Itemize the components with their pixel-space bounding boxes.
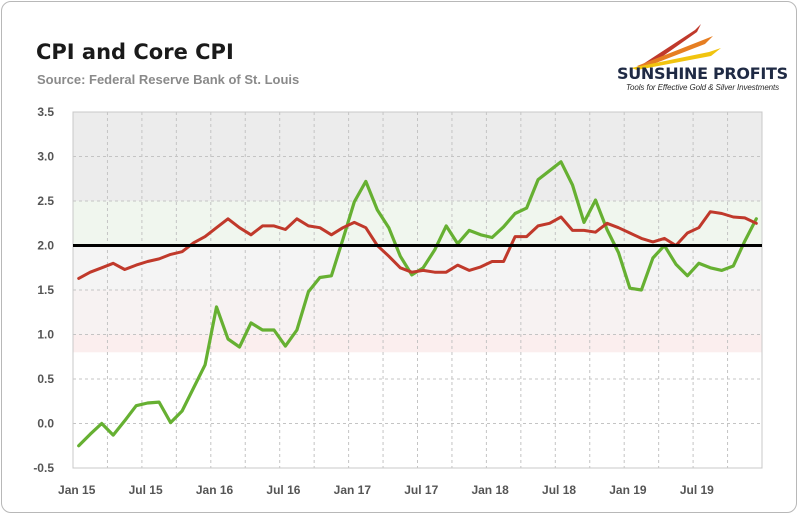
plot-area-border bbox=[72, 111, 763, 469]
logo-tagline: Tools for Effective Gold & Silver Invest… bbox=[626, 83, 780, 92]
y-tick-label: 3.5 bbox=[37, 105, 54, 119]
y-tick-label: 0.5 bbox=[37, 372, 54, 386]
y-tick-label: 2.5 bbox=[37, 194, 54, 208]
y-tick-label: 0.0 bbox=[37, 417, 54, 431]
x-tick-label: Jul 19 bbox=[680, 483, 714, 497]
background-band-4 bbox=[73, 334, 762, 353]
y-tick-label: 1.0 bbox=[37, 328, 54, 342]
logo-ray-red bbox=[643, 24, 701, 66]
chart-subtitle: Source: Federal Reserve Bank of St. Loui… bbox=[37, 72, 300, 87]
x-tick-label: Jan 16 bbox=[196, 483, 234, 497]
x-tick-label: Jul 16 bbox=[266, 483, 300, 497]
x-tick-label: Jan 19 bbox=[609, 483, 647, 497]
x-tick-label: Jan 15 bbox=[58, 483, 96, 497]
y-tick-label: -0.5 bbox=[33, 461, 54, 475]
x-tick-label: Jul 17 bbox=[404, 483, 438, 497]
y-tick-label: 1.5 bbox=[37, 283, 54, 297]
y-tick-label: 2.0 bbox=[37, 239, 54, 253]
logo-ray-yellow bbox=[631, 48, 721, 70]
logo-ray-orange bbox=[637, 36, 713, 68]
x-tick-label: Jul 15 bbox=[129, 483, 163, 497]
y-tick-label: 3.0 bbox=[37, 150, 54, 164]
x-tick-label: Jan 17 bbox=[334, 483, 372, 497]
sunshine-profits-logo-icon bbox=[631, 24, 721, 70]
x-axis-tick-labels: Jan 15 Jul 15 Jan 16 Jul 16 Jan 17 Jul 17 Jan … bbox=[58, 483, 714, 497]
y-axis-tick-labels: -0.5 0.0 0.5 1.0 1.5 2.0 2.5 3.0 3.5 bbox=[33, 105, 54, 475]
x-tick-label: Jan 18 bbox=[471, 483, 509, 497]
chart-title: CPI and Core CPI bbox=[36, 40, 234, 64]
logo-name: SUNSHINE PROFITS bbox=[617, 64, 788, 83]
x-tick-label: Jul 18 bbox=[542, 483, 576, 497]
